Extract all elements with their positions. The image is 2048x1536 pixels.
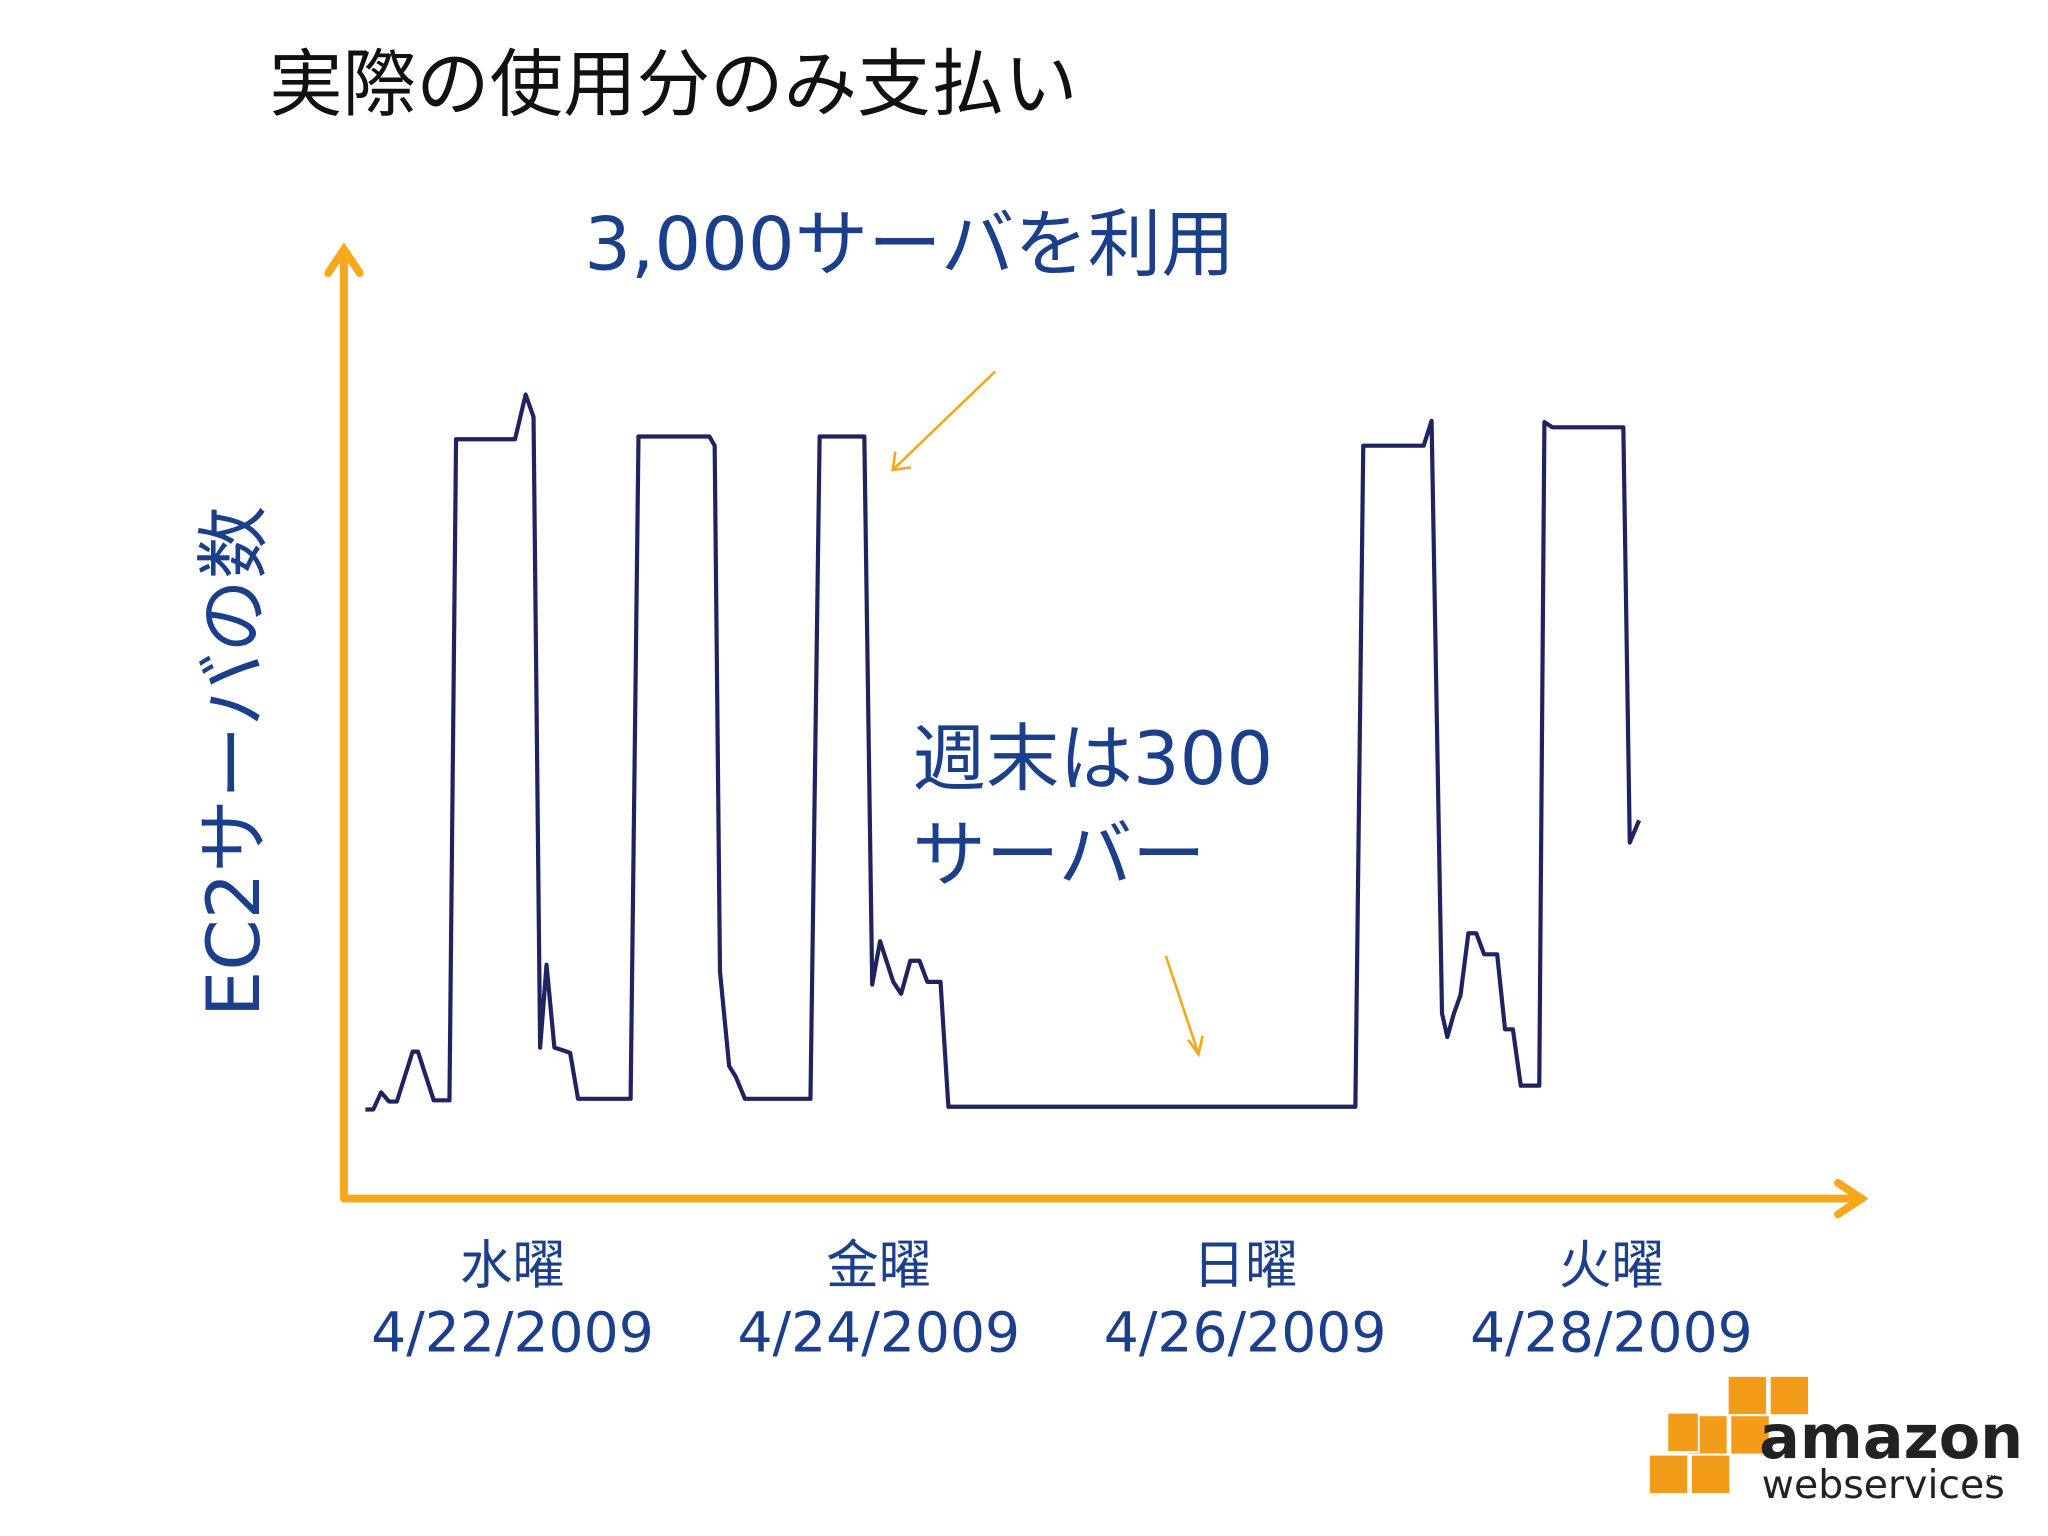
slide-title: 実際の使用分のみ支払い: [269, 42, 1078, 127]
x-tick-weekday: 金曜: [826, 1235, 931, 1296]
annotation-peak: 3,000サーバを利用: [584, 202, 1235, 287]
y-axis-label: EC2サーバの数: [192, 506, 277, 1017]
x-tick-weekday: 水曜: [460, 1235, 565, 1296]
x-tick-label: 4/28/2009: [1470, 1302, 1753, 1366]
annotation-weekend: 週末は300: [912, 717, 1273, 802]
x-tick-label: 4/22/2009: [371, 1302, 654, 1366]
x-tick-label: 4/24/2009: [737, 1302, 1020, 1366]
x-tick-label: 4/26/2009: [1104, 1302, 1387, 1366]
annotation-arrows: [891, 370, 1204, 1058]
aws-logo: amazon webservices ™: [1647, 1374, 2023, 1508]
x-tick-weekday: 日曜: [1193, 1235, 1298, 1296]
logo-trademark: ™: [1985, 1473, 1998, 1488]
axes: [324, 242, 1869, 1219]
annotation-weekend: サーバー: [912, 813, 1205, 898]
server-count-line: [365, 392, 1642, 1112]
logo-amazon: amazon: [1759, 1403, 2023, 1473]
x-tick-weekday: 火曜: [1559, 1235, 1664, 1296]
logo-web-services: webservices: [1762, 1462, 2005, 1508]
